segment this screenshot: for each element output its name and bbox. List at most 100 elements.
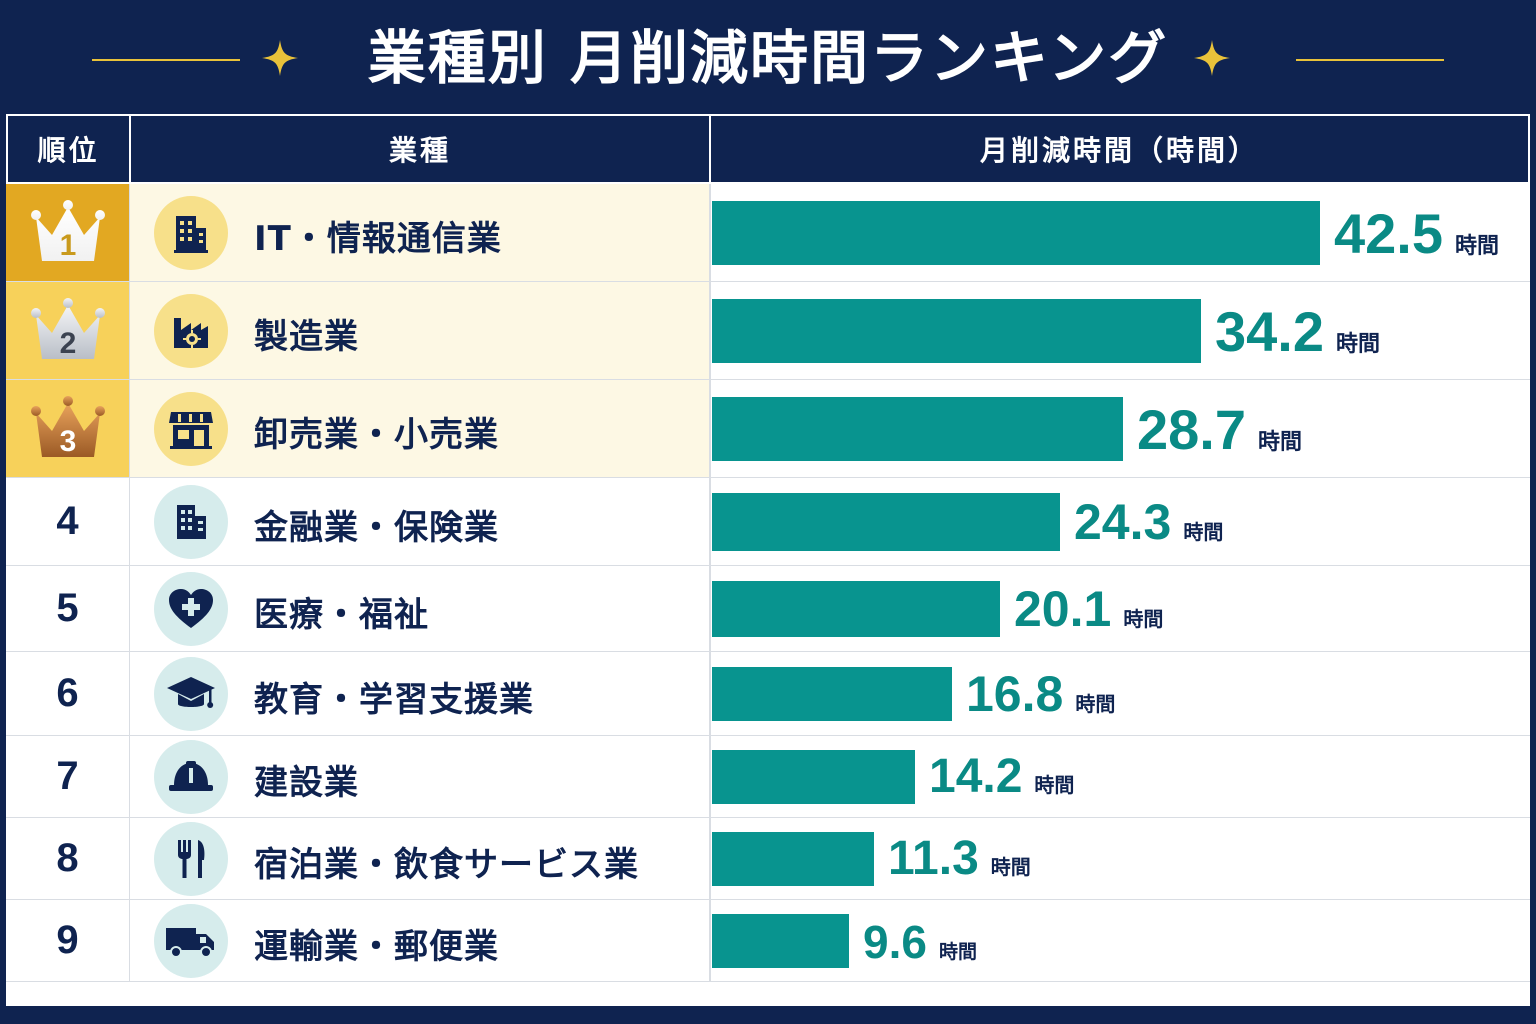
truck-icon <box>154 904 228 978</box>
industry-label: 運輸業・郵便業 <box>254 927 499 967</box>
value-unit: 時間 <box>1075 692 1116 717</box>
value-label: 42.5 時間 <box>1334 201 1499 266</box>
value-unit: 時間 <box>1258 429 1303 455</box>
value-number: 14.2 <box>929 750 1023 804</box>
industry-cell: 教育・学習支援業 <box>130 652 711 735</box>
industry-cell: IT・情報通信業 <box>130 184 711 281</box>
table-row: 5 医療・福祉 20.1 時間 <box>6 566 1530 652</box>
crown-icon: 2 <box>30 297 105 360</box>
header-industry: 業種 <box>131 116 711 182</box>
bar-8 <box>712 832 874 886</box>
table-row: 4 金融業・保険業 24.3 時間 <box>6 478 1530 566</box>
ranking-table: 順位 業種 月削減時間（時間） 1 IT・情報通信業 42.5 時間 2 製造業 34.2 時… <box>6 114 1530 1006</box>
value-number: 11.3 <box>888 832 979 886</box>
bar-3 <box>712 397 1123 461</box>
rank-cell: 2 <box>6 282 130 379</box>
industry-label: 宿泊業・飲食サービス業 <box>254 845 639 885</box>
value-number: 42.5 <box>1334 201 1443 265</box>
rank-cell: 6 <box>6 652 130 735</box>
store-icon <box>154 392 228 466</box>
value-number: 34.2 <box>1215 299 1324 363</box>
value-number: 24.3 <box>1074 494 1172 551</box>
industry-label: 医療・福祉 <box>254 595 429 635</box>
value-unit: 時間 <box>1123 607 1164 632</box>
value-unit: 時間 <box>1034 773 1075 798</box>
crown-rank-number: 1 <box>59 229 76 262</box>
industry-label: 教育・学習支援業 <box>254 680 534 720</box>
value-unit: 時間 <box>1455 233 1500 259</box>
bar-7 <box>712 750 915 804</box>
header: 業種別 月削減時間ランキング <box>0 0 1536 112</box>
bar-1 <box>712 201 1320 265</box>
table-row: 2 製造業 34.2 時間 <box>6 282 1530 380</box>
rank-cell: 5 <box>6 566 130 651</box>
value-label: 34.2 時間 <box>1215 299 1380 364</box>
table-row: 3 卸売業・小売業 28.7 時間 <box>6 380 1530 478</box>
rank-cell: 4 <box>6 478 130 565</box>
rank-cell: 1 <box>6 184 130 281</box>
fork-knife-icon <box>154 822 228 896</box>
hard-hat-icon <box>154 740 228 814</box>
industry-cell: 運輸業・郵便業 <box>130 900 711 981</box>
table-header: 順位 業種 月削減時間（時間） <box>6 114 1530 182</box>
page-title: 業種別 月削減時間ランキング <box>367 24 1169 92</box>
office-building-icon <box>154 485 228 559</box>
value-label: 28.7 時間 <box>1137 397 1302 462</box>
table-row: 9 運輸業・郵便業 9.6 時間 <box>6 900 1530 982</box>
value-unit: 時間 <box>1183 520 1224 545</box>
rank-cell: 7 <box>6 736 130 817</box>
industry-label: 製造業 <box>254 317 359 357</box>
industry-cell: 建設業 <box>130 736 711 817</box>
value-number: 9.6 <box>863 915 927 968</box>
industry-cell: 金融業・保険業 <box>130 478 711 565</box>
heart-plus-icon <box>154 572 228 646</box>
bar-4 <box>712 493 1060 551</box>
bar-9 <box>712 914 849 968</box>
value-number: 20.1 <box>1014 581 1112 638</box>
industry-cell: 製造業 <box>130 282 711 379</box>
graduation-cap-icon <box>154 657 228 731</box>
header-rank: 順位 <box>8 116 131 182</box>
value-label: 20.1 時間 <box>1014 580 1163 638</box>
value-unit: 時間 <box>1336 331 1381 357</box>
title-decoration-line-right <box>1296 59 1444 61</box>
industry-label: 建設業 <box>254 763 359 803</box>
value-number: 16.8 <box>966 666 1064 723</box>
bar-6 <box>712 667 952 721</box>
industry-label: IT・情報通信業 <box>254 219 502 259</box>
crown-icon: 1 <box>30 199 105 262</box>
title-decoration-line-left <box>92 59 240 61</box>
sparkle-icon <box>1194 40 1230 76</box>
value-number: 28.7 <box>1137 397 1246 461</box>
table-row: 1 IT・情報通信業 42.5 時間 <box>6 184 1530 282</box>
sparkle-icon <box>262 40 298 76</box>
rank-cell: 9 <box>6 900 130 981</box>
industry-cell: 卸売業・小売業 <box>130 380 711 477</box>
header-value: 月削減時間（時間） <box>979 134 1259 167</box>
rank-number: 6 <box>56 671 79 715</box>
crown-icon: 3 <box>30 395 105 458</box>
table-row: 6 教育・学習支援業 16.8 時間 <box>6 652 1530 736</box>
industry-label: 金融業・保険業 <box>254 508 499 548</box>
table-row: 8 宿泊業・飲食サービス業 11.3 時間 <box>6 818 1530 900</box>
industry-cell: 医療・福祉 <box>130 566 711 651</box>
crown-rank-number: 2 <box>59 327 76 360</box>
rank-cell: 8 <box>6 818 130 899</box>
value-label: 9.6 時間 <box>863 915 977 969</box>
value-unit: 時間 <box>990 855 1031 880</box>
value-label: 11.3 時間 <box>888 831 1031 886</box>
table-row: 7 建設業 14.2 時間 <box>6 736 1530 818</box>
rank-cell: 3 <box>6 380 130 477</box>
crown-rank-number: 3 <box>59 425 76 458</box>
bar-5 <box>712 581 1000 637</box>
rank-number: 4 <box>56 499 79 543</box>
rank-number: 7 <box>56 754 79 798</box>
value-label: 14.2 時間 <box>929 749 1074 804</box>
value-label: 24.3 時間 <box>1074 493 1223 551</box>
factory-icon <box>154 294 228 368</box>
bar-2 <box>712 299 1201 363</box>
industry-label: 卸売業・小売業 <box>254 415 499 455</box>
rank-number: 5 <box>56 586 79 630</box>
value-label: 16.8 時間 <box>966 665 1115 723</box>
building-icon <box>154 196 228 270</box>
